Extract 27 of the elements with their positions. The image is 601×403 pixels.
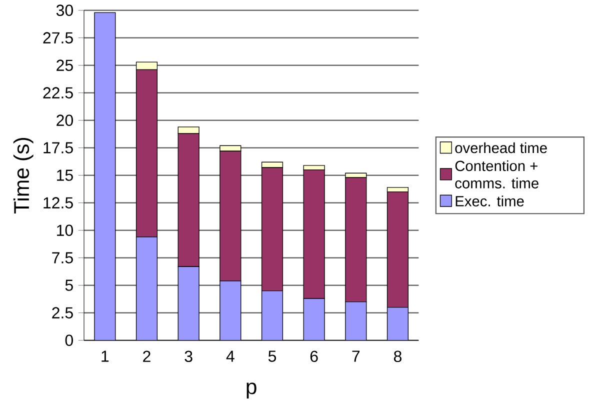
- y-tick-label: 12.5: [44, 197, 73, 208]
- y-tick-label: 17.5: [44, 142, 73, 154]
- y-tick-label: 2.5: [52, 307, 73, 318]
- x-tick-label: 2: [143, 350, 150, 362]
- y-tick-label: 20: [56, 114, 73, 126]
- legend-label: Contention + comms. time: [455, 160, 538, 188]
- y-tick-label: 22.5: [43, 87, 73, 98]
- x-axis-title: p: [246, 382, 256, 398]
- y-tick-label: 30: [56, 4, 73, 16]
- bar: [94, 12, 116, 340]
- x-tick-label: 5: [268, 350, 276, 362]
- x-tick-label: 3: [184, 350, 192, 362]
- y-tick-label: 0: [65, 334, 73, 346]
- x-tick-label: 7: [352, 350, 360, 362]
- x-tick-label: 1: [102, 350, 109, 362]
- y-tick-label: 25: [56, 60, 73, 71]
- y-tick-label: 27.5: [43, 32, 73, 44]
- x-tick-label: 8: [394, 350, 402, 362]
- y-tick-label: 15: [57, 170, 73, 181]
- x-tick-label: 6: [310, 350, 318, 362]
- y-tick-label: 10: [57, 224, 73, 236]
- y-tick-label: 5: [65, 280, 73, 291]
- y-axis-title: Time (s): [13, 138, 34, 214]
- legend-label: overhead time: [455, 142, 547, 154]
- legend-label: Exec. time: [456, 196, 524, 206]
- y-tick-label: 7.5: [52, 252, 73, 264]
- x-tick-label: 4: [226, 350, 234, 362]
